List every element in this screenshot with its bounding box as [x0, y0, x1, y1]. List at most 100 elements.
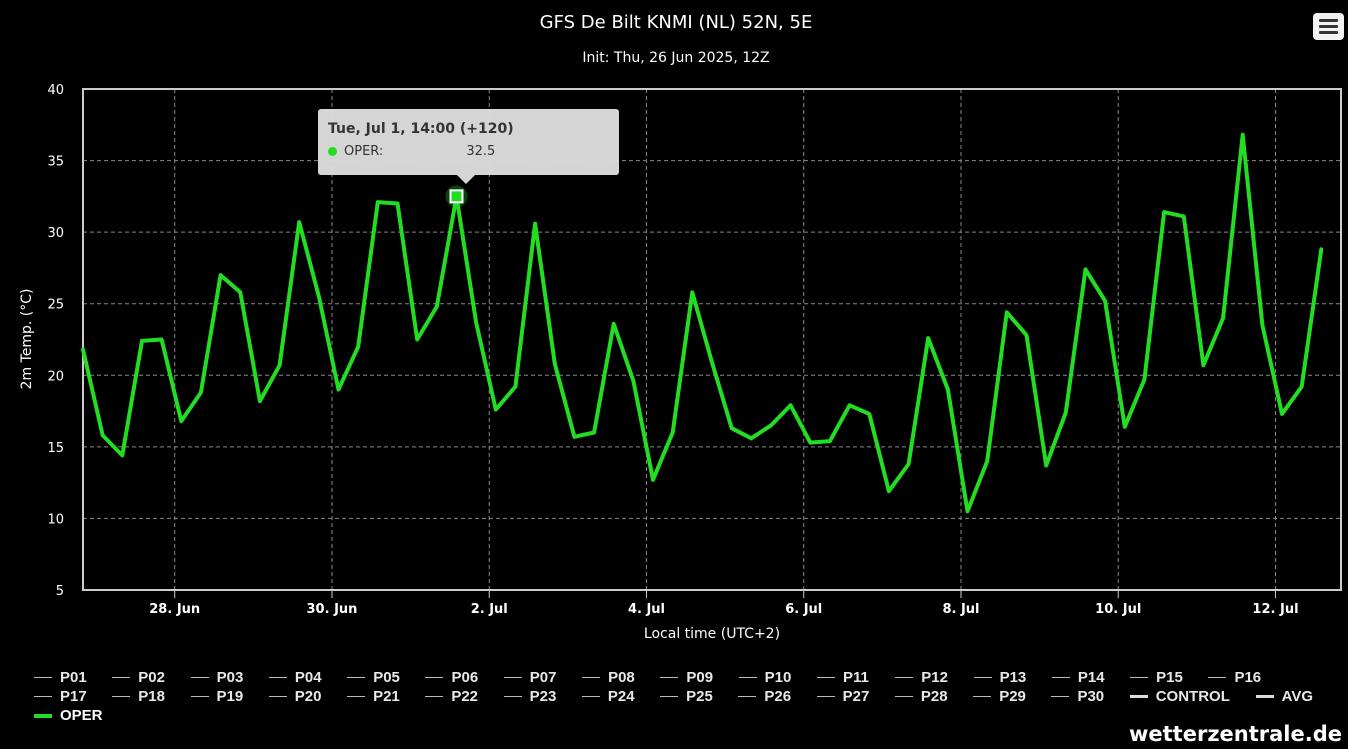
legend-label: P15	[1156, 669, 1183, 686]
legend-item-p10[interactable]: P10	[738, 669, 817, 686]
legend-swatch-icon	[581, 696, 600, 697]
hamburger-icon-bar	[1319, 19, 1338, 22]
chart-subtitle: Init: Thu, 26 Jun 2025, 12Z	[582, 50, 769, 66]
legend-label: P28	[920, 688, 948, 705]
legend-swatch-icon	[34, 677, 52, 678]
hamburger-icon-bar	[1319, 25, 1338, 28]
tooltip-row: OPER: 32.5	[328, 144, 609, 159]
tooltip-value: 32.5	[466, 144, 496, 159]
legend-swatch-icon	[660, 677, 679, 678]
legend-item-p03[interactable]: P03	[190, 669, 269, 686]
legend-item-p01[interactable]: P01	[34, 669, 112, 686]
legend-item-p23[interactable]: P23	[503, 688, 582, 705]
legend-item-control[interactable]: CONTROL	[1129, 688, 1256, 705]
hamburger-icon-bar	[1319, 31, 1338, 34]
legend-item-p16[interactable]: P16	[1208, 669, 1286, 686]
x-tick-label: 10. Jul	[1095, 602, 1141, 617]
x-tick-label: 4. Jul	[628, 602, 665, 617]
plot-area-border	[82, 88, 1342, 591]
legend-item-p25[interactable]: P25	[660, 688, 738, 705]
legend-label: P05	[373, 669, 400, 686]
x-tick-label: 28. Jun	[149, 602, 200, 617]
legend-item-p18[interactable]: P18	[112, 688, 190, 705]
legend-label: P10	[764, 669, 792, 686]
chart-legend: P01 P02 P03 P04 P05 P06 P07 P08 P09 P10 P11 P12 P13 P…	[34, 668, 1334, 725]
legend-item-p21[interactable]: P21	[347, 688, 425, 705]
legend-item-p24[interactable]: P24	[581, 688, 660, 705]
legend-item-p08[interactable]: P08	[582, 669, 660, 686]
legend-item-p30[interactable]: P30	[1051, 688, 1129, 705]
legend-label: P16	[1234, 669, 1262, 686]
y-tick-label: 30	[47, 226, 64, 241]
legend-swatch-icon	[112, 696, 131, 697]
legend-item-p09[interactable]: P09	[660, 669, 738, 686]
legend-label: AVG	[1281, 688, 1314, 705]
legend-item-p11[interactable]: P11	[816, 669, 895, 686]
legend-item-p14[interactable]: P14	[1051, 669, 1130, 686]
legend-label: OPER	[60, 707, 103, 724]
chart-menu-button[interactable]	[1313, 13, 1344, 40]
legend-item-p20[interactable]: P20	[268, 688, 347, 705]
legend-swatch-icon	[1130, 677, 1149, 678]
legend-item-p06[interactable]: P06	[425, 669, 503, 686]
legend-swatch-icon	[425, 677, 444, 678]
y-tick-label: 10	[47, 512, 64, 527]
legend-label: P20	[294, 688, 322, 705]
legend-label: P09	[686, 669, 714, 686]
legend-item-p05[interactable]: P05	[347, 669, 425, 686]
legend-swatch-icon	[190, 696, 209, 697]
x-tick-label: 2. Jul	[471, 602, 508, 617]
legend-row: P01 P02 P03 P04 P05 P06 P07 P08 P09 P10 P11 P12 P13 P…	[34, 668, 1334, 687]
chart-title: GFS De Bilt KNMI (NL) 52N, 5E	[540, 12, 813, 33]
legend-label: P23	[529, 688, 557, 705]
legend-item-avg[interactable]: AVG	[1255, 688, 1334, 705]
legend-swatch-icon	[973, 677, 992, 678]
legend-label: P14	[1077, 669, 1105, 686]
legend-label: P04	[294, 669, 322, 686]
legend-item-p29[interactable]: P29	[973, 688, 1051, 705]
x-axis-ticks: 28. Jun 30. Jun 2. Jul 4. Jul 6. Jul 8. Jul 10…	[149, 590, 1299, 617]
legend-item-p17[interactable]: P17	[34, 688, 112, 705]
x-tick-label: 8. Jul	[942, 602, 979, 617]
legend-swatch-icon	[738, 696, 757, 697]
legend-item-p22[interactable]: P22	[425, 688, 503, 705]
y-tick-label: 40	[47, 83, 64, 98]
legend-label: P30	[1077, 688, 1105, 705]
legend-item-p07[interactable]: P07	[503, 669, 582, 686]
legend-item-p26[interactable]: P26	[738, 688, 816, 705]
legend-swatch-icon	[503, 677, 522, 678]
legend-swatch-icon	[190, 677, 209, 678]
legend-item-p15[interactable]: P15	[1130, 669, 1208, 686]
legend-item-p12[interactable]: P12	[895, 669, 973, 686]
legend-row: OPER	[34, 706, 1334, 725]
legend-item-p02[interactable]: P02	[112, 669, 190, 686]
legend-label: P22	[451, 688, 479, 705]
legend-label: P24	[607, 688, 635, 705]
legend-label: P01	[60, 669, 87, 686]
x-tick-label: 12. Jul	[1252, 602, 1298, 617]
legend-swatch-icon	[973, 696, 992, 697]
legend-label: P11	[842, 669, 869, 686]
legend-swatch-icon	[816, 696, 835, 697]
y-tick-label: 35	[47, 155, 64, 170]
legend-item-p04[interactable]: P04	[268, 669, 347, 686]
y-axis-ticks: 5 10 15 20 25 30 35 40	[47, 83, 64, 599]
legend-label: P08	[608, 669, 635, 686]
legend-item-p27[interactable]: P27	[816, 688, 895, 705]
legend-swatch-icon	[34, 713, 52, 718]
legend-label: P26	[764, 688, 792, 705]
legend-item-p28[interactable]: P28	[894, 688, 973, 705]
legend-swatch-icon	[582, 677, 601, 678]
grid	[83, 89, 1341, 590]
x-axis-label: Local time (UTC+2)	[644, 626, 780, 642]
legend-swatch-icon	[1129, 695, 1148, 698]
legend-label: P18	[138, 688, 165, 705]
legend-label: P06	[451, 669, 479, 686]
tooltip-series-name: OPER:	[344, 144, 384, 159]
watermark: wetterzentrale.de	[1129, 722, 1342, 746]
legend-label: P13	[999, 669, 1027, 686]
legend-swatch-icon	[1208, 677, 1227, 678]
legend-item-p13[interactable]: P13	[973, 669, 1052, 686]
legend-item-oper[interactable]: OPER	[34, 707, 112, 724]
legend-item-p19[interactable]: P19	[190, 688, 269, 705]
